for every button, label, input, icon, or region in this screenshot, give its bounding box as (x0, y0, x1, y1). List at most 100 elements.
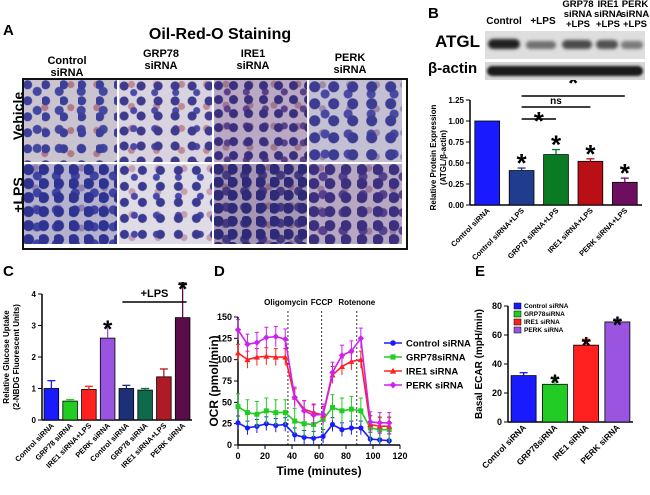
bar (474, 120, 500, 206)
y-tick-label: 75 (222, 376, 232, 386)
legend-label: GRP78siRNA (406, 353, 466, 364)
bar (99, 337, 116, 421)
panel-label-b: B (428, 5, 439, 22)
data-point (348, 347, 355, 355)
lane-label-perk: PERK siRNA +LPS (620, 0, 650, 30)
data-point (282, 410, 288, 416)
x-tick-label: 0 (235, 451, 240, 461)
data-point (253, 339, 261, 346)
data-point (282, 335, 289, 343)
significance-star: * (551, 130, 562, 160)
y-tick-label: 0 (497, 417, 502, 427)
y-tick-label: 0.00 (448, 201, 464, 210)
legend-marker (389, 367, 397, 374)
y-tick-label: 0.25 (448, 180, 464, 189)
bar (81, 389, 97, 421)
data-point (301, 421, 307, 427)
bar (543, 154, 569, 206)
y-axis-label-line: (2-NBDG Fluorescent Units) (12, 304, 21, 410)
legend-swatch (513, 302, 522, 310)
data-point (367, 418, 374, 426)
atgl-band (488, 39, 520, 49)
data-point (339, 427, 345, 433)
data-point (273, 410, 279, 416)
column-label-ire1: IRE1 siRNA (236, 48, 270, 72)
y-tick-label: 4 (32, 290, 37, 299)
data-point (254, 411, 260, 417)
bar (43, 388, 60, 421)
data-point (253, 354, 260, 360)
panel-label-e: E (475, 263, 486, 280)
data-point (244, 356, 251, 363)
data-point (272, 354, 279, 360)
data-point (291, 394, 298, 401)
panel-label-d: D (214, 263, 225, 280)
data-point (235, 420, 241, 426)
column-label-control: Control siRNA (47, 55, 87, 79)
y-tick-label: 150 (217, 312, 232, 322)
atgl-band (562, 40, 592, 49)
data-point (300, 407, 308, 415)
data-point (263, 408, 269, 414)
data-point (235, 404, 241, 410)
group-label: +LPS (141, 288, 169, 300)
significance-star: * (550, 370, 560, 397)
injection-label: FCCP (311, 298, 333, 307)
data-point (263, 353, 270, 359)
legend-label: Control siRNA (406, 339, 471, 350)
y-tick-label: 50 (222, 397, 232, 407)
chart-d-ocr: 0 25 50 75 100 125 150 0 20 40 60 80 100 120 Time (min… (208, 298, 471, 478)
bar (573, 344, 600, 423)
data-point (330, 404, 335, 410)
significance-star: * (517, 148, 528, 178)
y-tick-label: 125 (217, 333, 232, 343)
data-point (311, 435, 317, 441)
y-tick-label: 60 (492, 330, 502, 340)
micrograph-ire1-vehicle (214, 80, 307, 162)
micrograph-perk-lps (309, 164, 402, 244)
legend-label: IRE1 siRNA (524, 319, 560, 326)
y-axis-label-line: Relative Protein Expression (429, 104, 438, 210)
legend-label: Control siRNA (524, 303, 569, 310)
data-point (357, 335, 365, 342)
x-axis-label: Time (minutes) (276, 464, 361, 478)
legend-label: PERK siRNA (524, 327, 564, 334)
legend-label: GRP78siRNA (524, 311, 565, 318)
bar (156, 376, 172, 421)
y-tick-label: 1 (32, 385, 37, 394)
y-tick-label: 100 (217, 355, 232, 365)
y-axis-label-line: (ATGL/β-actin) (439, 130, 448, 185)
y-tick-label: 25 (222, 419, 232, 429)
y-tick-label: 80 (492, 301, 502, 311)
data-point (348, 406, 354, 412)
data-point (272, 333, 279, 340)
legend-marker (390, 354, 396, 360)
data-point (244, 425, 251, 431)
atgl-band (526, 41, 556, 49)
significance-star: * (585, 139, 596, 169)
micrograph-control-vehicle (24, 80, 117, 162)
atgl-band (621, 41, 643, 49)
x-tick-label: 60 (314, 451, 324, 461)
bar (604, 321, 631, 423)
significance-star: * (581, 332, 591, 359)
data-point (244, 341, 251, 348)
y-tick-label: 1.00 (448, 117, 464, 126)
data-point (292, 418, 298, 424)
injection-label: Rotenone (338, 298, 375, 307)
actin-blot (485, 62, 645, 80)
lane-label-grp78: GRP78 siRNA +LPS (562, 0, 594, 30)
injection-label: Oligomycin (264, 298, 308, 307)
significance-star: * (568, 80, 579, 98)
lane-label-control: Control (486, 16, 522, 27)
legend-label: IRE1 siRNA (406, 367, 458, 378)
legend-label: PERK siRNA (406, 381, 464, 392)
y-axis-label-line: Relative Glucose Uptake (2, 310, 11, 404)
staining-title: Oil-Red-O Staining (148, 26, 292, 43)
x-tick-label: 100 (365, 451, 380, 461)
legend-swatch (513, 318, 522, 326)
atgl-band (596, 40, 618, 49)
